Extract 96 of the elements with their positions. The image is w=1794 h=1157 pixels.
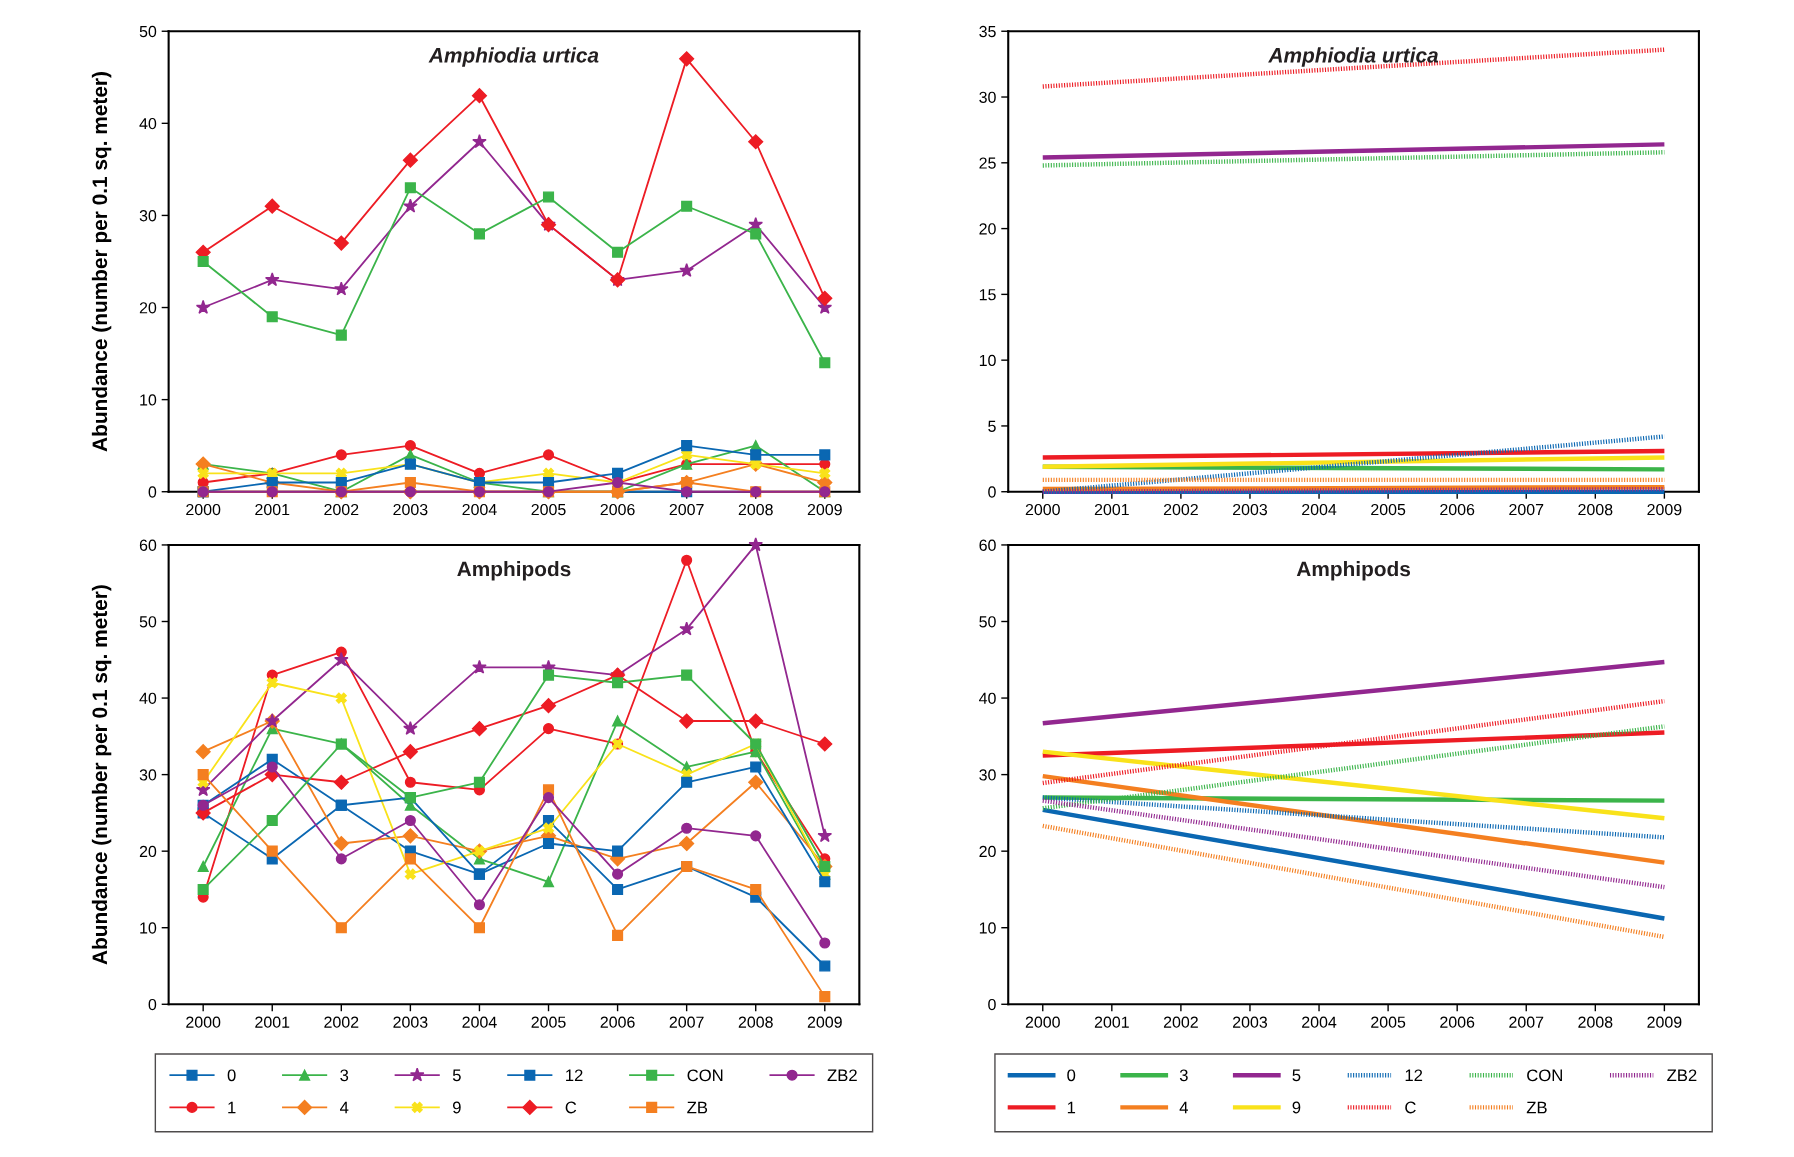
legend-label: C — [1405, 1101, 1416, 1114]
y-axis-title: Abundance (number per 0.1 sq. meter) — [91, 585, 112, 965]
x-tick-label: 2006 — [600, 503, 635, 516]
y-tick-label: 20 — [139, 302, 157, 314]
y-tick-label: 0 — [988, 486, 996, 498]
x-tick-label: 2003 — [1233, 1016, 1268, 1028]
legend-label: ZB — [1526, 1101, 1547, 1114]
y-tick-label: 10 — [979, 922, 996, 934]
y-tick-label: 5 — [988, 420, 996, 432]
x-tick-label: 2002 — [324, 1016, 359, 1028]
x-tick-label: 2009 — [807, 503, 842, 516]
legend-label: ZB — [687, 1101, 708, 1114]
y-tick-label: 20 — [979, 845, 996, 858]
legend-label: 3 — [340, 1069, 349, 1082]
legend-label: 4 — [1179, 1101, 1188, 1114]
y-tick-label: 30 — [139, 769, 157, 781]
y-tick-label: 30 — [979, 769, 996, 781]
x-tick-label: 2002 — [1163, 1016, 1198, 1028]
y-tick-label: 50 — [139, 616, 157, 628]
y-tick-label: 10 — [979, 354, 996, 367]
x-tick-label: 2001 — [1094, 1016, 1129, 1028]
legend-label: C — [565, 1101, 577, 1114]
x-tick-label: 2009 — [1647, 503, 1682, 516]
y-tick-label: 10 — [140, 394, 157, 406]
text: Amphipods — [1296, 561, 1411, 581]
x-tick-label: 2003 — [393, 503, 428, 516]
legend-label: ZB2 — [827, 1069, 857, 1082]
x-tick-label: 2003 — [1233, 503, 1268, 516]
y-tick-label: 25 — [979, 157, 996, 169]
x-tick-label: 2007 — [1509, 503, 1544, 516]
legend-label: 4 — [339, 1101, 349, 1114]
y-tick-label: 0 — [148, 486, 157, 498]
x-tick-label: 2004 — [1302, 503, 1337, 516]
x-tick-label: 2004 — [462, 503, 497, 516]
y-tick-label: 0 — [988, 998, 996, 1011]
legend-label: ZB2 — [1667, 1069, 1697, 1082]
y-tick-label: 15 — [979, 289, 996, 301]
x-tick-label: 2002 — [1163, 503, 1198, 516]
legend-label: 1 — [228, 1101, 236, 1114]
x-tick-label: 2003 — [393, 1016, 428, 1028]
x-tick-label: 2001 — [255, 1016, 290, 1028]
x-tick-label: 2004 — [1302, 1016, 1337, 1028]
x-tick-label: 2000 — [1025, 1016, 1060, 1028]
x-tick-label: 2001 — [1094, 503, 1129, 516]
x-tick-label: 2009 — [807, 1016, 842, 1028]
legend-label: 5 — [1292, 1069, 1301, 1082]
y-tick-label: 35 — [979, 25, 996, 38]
y-tick-label: 50 — [139, 25, 157, 38]
x-tick-label: 2007 — [1509, 1016, 1544, 1028]
x-tick-label: 2002 — [324, 503, 359, 516]
x-tick-label: 2006 — [600, 1016, 635, 1028]
y-tick-label: 0 — [148, 998, 157, 1011]
y-tick-label: 40 — [139, 117, 157, 130]
legend-label: CON — [1527, 1069, 1562, 1082]
x-tick-label: 2001 — [255, 503, 290, 516]
y-tick-label: 60 — [979, 539, 996, 551]
y-tick-label: 40 — [979, 692, 996, 704]
text: Amphiodia urtica — [1268, 47, 1439, 67]
text: Amphiodia urtica — [428, 47, 599, 67]
x-tick-label: 2008 — [1578, 1016, 1613, 1028]
y-tick-label: 10 — [140, 922, 157, 934]
y-tick-label: 20 — [979, 223, 996, 235]
x-tick-label: 2007 — [669, 1016, 704, 1028]
x-tick-label: 2005 — [531, 1016, 566, 1028]
y-tick-label: 50 — [979, 616, 996, 628]
x-tick-label: 2006 — [1440, 1016, 1475, 1028]
x-tick-label: 2008 — [738, 1016, 773, 1028]
x-tick-label: 2000 — [186, 1016, 221, 1028]
y-tick-label: 30 — [979, 91, 996, 103]
x-tick-label: 2006 — [1440, 503, 1475, 516]
legend-label: 3 — [1179, 1069, 1188, 1082]
x-tick-label: 2000 — [186, 503, 221, 516]
legend-label: 0 — [1067, 1069, 1076, 1082]
y-axis-title: Abundance (number per 0.1 sq. meter) — [91, 72, 112, 452]
legend-label: 12 — [566, 1069, 583, 1082]
y-tick-label: 60 — [139, 539, 157, 551]
x-tick-label: 2008 — [1578, 503, 1613, 516]
text: Amphipods — [457, 561, 571, 581]
x-tick-label: 2005 — [1371, 1016, 1406, 1028]
legend-label: 0 — [227, 1069, 236, 1082]
legend-label: CON — [687, 1069, 723, 1082]
legend-label: 12 — [1405, 1069, 1423, 1082]
x-tick-label: 2000 — [1025, 503, 1060, 516]
legend-label: 9 — [1292, 1101, 1301, 1114]
x-tick-label: 2004 — [462, 1016, 497, 1028]
legend-label: 5 — [452, 1069, 461, 1082]
y-tick-label: 30 — [139, 210, 157, 222]
x-tick-label: 2009 — [1647, 1016, 1682, 1028]
x-tick-label: 2008 — [738, 503, 773, 516]
y-tick-label: 20 — [139, 845, 157, 858]
x-tick-label: 2005 — [531, 503, 566, 516]
legend-label: 1 — [1067, 1101, 1076, 1114]
x-tick-label: 2005 — [1371, 503, 1406, 516]
y-tick-label: 40 — [139, 692, 157, 704]
x-tick-label: 2007 — [669, 503, 704, 516]
legend-label: 9 — [452, 1101, 461, 1114]
